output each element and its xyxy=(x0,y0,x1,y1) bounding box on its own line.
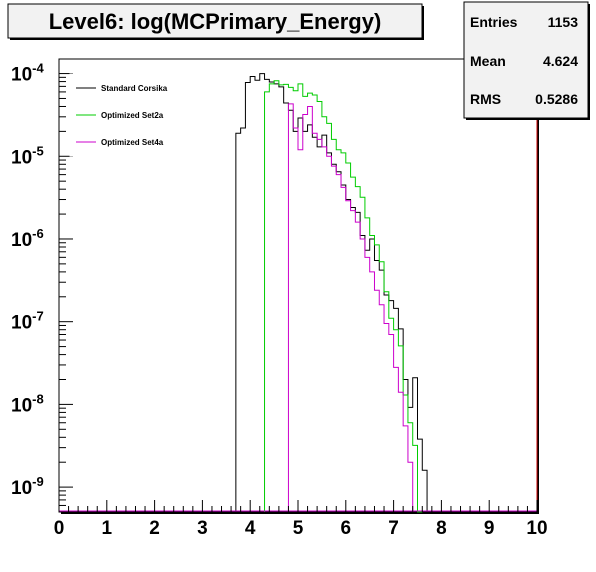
stats-mean-value: 4.624 xyxy=(543,53,578,69)
x-tick-label: 2 xyxy=(149,518,160,539)
y-tick-label: 10-7 xyxy=(11,309,44,334)
x-tick-label: 1 xyxy=(102,518,113,539)
title-box-background xyxy=(7,3,423,39)
legend-label-1: Standard Corsika xyxy=(101,84,168,93)
stats-box: Entries 1153 Mean 4.624 RMS 0.5286 xyxy=(463,1,590,120)
y-tick-label: 10-8 xyxy=(11,391,44,416)
y-tick-exponent: -6 xyxy=(32,226,44,241)
x-tick-label: 8 xyxy=(436,518,447,539)
y-tick-exponent: -4 xyxy=(32,61,44,76)
x-tick-label: 4 xyxy=(245,518,256,539)
y-tick-exponent: -7 xyxy=(32,309,44,324)
stats-rms-label: RMS xyxy=(470,91,501,107)
y-tick-base: 10 xyxy=(11,147,32,168)
title-box: Level6: log(MCPrimary_Energy) xyxy=(7,3,424,40)
legend-label-2: Optimized Set2a xyxy=(101,111,164,120)
histogram-series-2 xyxy=(264,80,423,513)
stats-box-background xyxy=(463,1,589,119)
y-tick-base: 10 xyxy=(11,65,32,86)
y-tick-label: 10-9 xyxy=(11,474,44,499)
stats-mean-label: Mean xyxy=(470,53,506,69)
histogram-series-3 xyxy=(287,103,414,512)
stats-entries-value: 1153 xyxy=(548,14,579,30)
stats-entries-label: Entries xyxy=(470,14,518,30)
y-tick-label: 10-6 xyxy=(11,226,44,251)
legend: Standard Corsika Optimized Set2a Optimized… xyxy=(69,73,193,157)
y-tick-base: 10 xyxy=(11,478,32,499)
legend-label-3: Optimized Set4a xyxy=(101,138,164,147)
x-tick-label: 3 xyxy=(197,518,208,539)
x-tick-label: 10 xyxy=(526,518,547,539)
x-tick-label: 7 xyxy=(388,518,399,539)
x-tick-label: 9 xyxy=(484,518,495,539)
y-tick-exponent: -5 xyxy=(32,143,44,158)
y-tick-base: 10 xyxy=(11,395,32,416)
stats-rms-value: 0.5286 xyxy=(535,91,578,107)
x-tick-label: 6 xyxy=(341,518,352,539)
y-tick-label: 10-4 xyxy=(11,61,44,86)
y-tick-exponent: -8 xyxy=(32,391,44,406)
y-tick-base: 10 xyxy=(11,230,32,251)
x-tick-label: 0 xyxy=(54,518,65,539)
y-tick-label: 10-5 xyxy=(11,143,44,168)
chart-title: Level6: log(MCPrimary_Energy) xyxy=(49,9,382,34)
y-tick-exponent: -9 xyxy=(32,474,44,489)
x-tick-label: 5 xyxy=(293,518,304,539)
y-tick-base: 10 xyxy=(11,313,32,334)
